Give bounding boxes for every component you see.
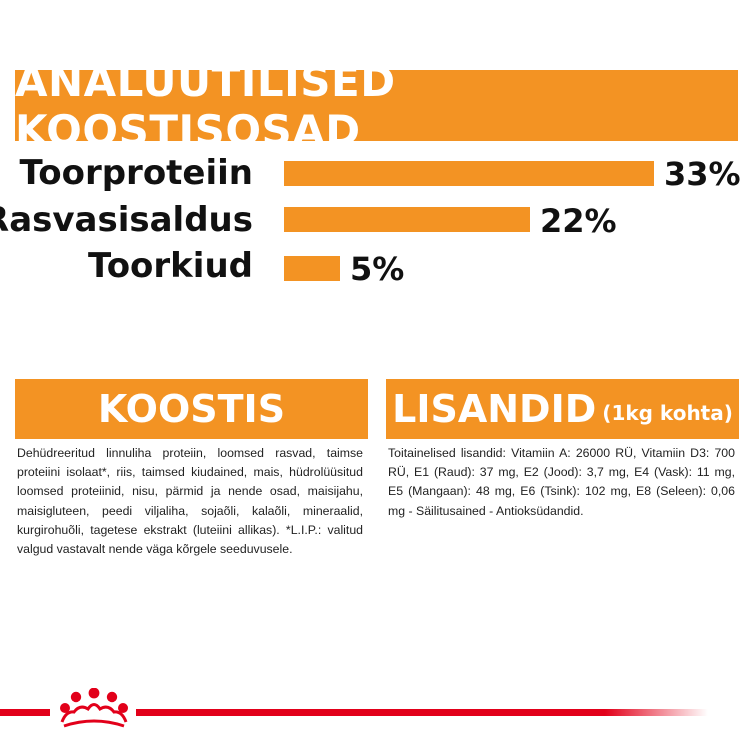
nutrient-bar	[284, 207, 530, 232]
lisandid-subtitle: (1kg kohta)	[602, 401, 733, 425]
nutrient-value: 5%	[350, 250, 405, 288]
royal-canin-crown-icon	[60, 688, 128, 728]
nutrient-label: Toorproteiin	[19, 153, 253, 193]
nutrient-value: 22%	[540, 202, 617, 240]
nutrient-label: Toorkiud	[88, 246, 253, 286]
koostis-text: Dehüdreeritud linnuliha proteiin, loomse…	[17, 446, 363, 557]
lisandid-text: Toitainelised lisandid: Vitamiin A: 2600…	[388, 446, 735, 518]
nutrient-value: 33%	[664, 155, 741, 193]
nutrient-bar	[284, 256, 340, 281]
footer-line-left	[0, 709, 50, 716]
lisandid-header: LISANDID (1kg kohta)	[386, 379, 739, 439]
analytical-header-title: ANALÜÜTILISED KOOSTISOSAD	[15, 56, 396, 155]
koostis-title: KOOSTIS	[97, 387, 286, 431]
nutrient-label: Rasvasisaldus	[0, 200, 253, 240]
nutrient-bar	[284, 161, 654, 186]
analytical-header-banner: ANALÜÜTILISED KOOSTISOSAD	[15, 57, 738, 155]
koostis-header: KOOSTIS	[15, 379, 368, 439]
footer-line-right	[136, 709, 708, 716]
lisandid-title: LISANDID	[392, 387, 597, 431]
